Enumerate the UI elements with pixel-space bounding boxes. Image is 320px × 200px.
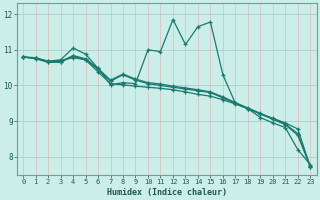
X-axis label: Humidex (Indice chaleur): Humidex (Indice chaleur) xyxy=(107,188,227,197)
